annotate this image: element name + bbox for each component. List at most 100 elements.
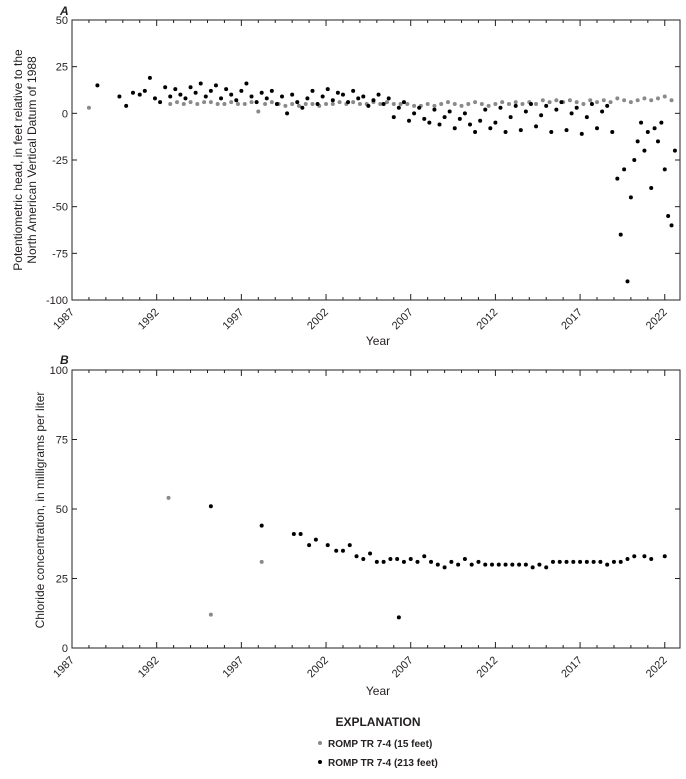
panel-a-point (655, 139, 660, 144)
panel-a-point (181, 102, 186, 106)
panel-b-point (469, 562, 474, 567)
panel-a-point (422, 116, 427, 121)
panel-a-point (437, 122, 442, 127)
panel-a-series-1 (95, 75, 677, 284)
panel-b-point (429, 559, 434, 564)
panel-a-x-tick-label: 2002 (305, 306, 331, 332)
panel-b-plot-area (166, 495, 667, 620)
panel-b-x-tick-label: 2007 (390, 654, 416, 680)
panel-a-point (488, 126, 493, 131)
panel-a-point (427, 120, 432, 125)
panel-b-series-1 (208, 504, 667, 620)
panel-a-point (498, 105, 503, 110)
legend-marker-15ft (318, 741, 322, 745)
panel-a-point (142, 88, 147, 93)
panel-a-point (669, 223, 674, 228)
panel-a-x-tick-label: 1987 (51, 306, 77, 332)
panel-a-point (615, 176, 620, 181)
panel-a-point (263, 102, 268, 106)
panel-a-point (622, 98, 627, 103)
panel-b-point (537, 562, 542, 567)
panel-a-point (564, 128, 569, 133)
panel-a-point (357, 102, 362, 106)
panel-b-y-tick-label: 75 (56, 435, 68, 447)
panel-a-point (296, 103, 301, 108)
panel-a-point (351, 100, 356, 105)
panel-a-point (86, 105, 91, 110)
panel-a-point (320, 94, 325, 99)
panel-a-point (622, 167, 627, 172)
panel-a-point (635, 139, 640, 144)
panel-b-point (517, 562, 522, 567)
panel-a-point (249, 94, 254, 99)
panel-a-point (506, 102, 511, 106)
panel-a-point (147, 75, 152, 80)
panel-a-point (300, 105, 305, 110)
panel-a-point (574, 105, 579, 110)
panel-a-point (615, 96, 620, 101)
panel-b-y-axis-label: Chloride concentration, in milligrams pe… (33, 392, 47, 629)
panel-a-point (198, 81, 203, 86)
panel-b-point (550, 559, 555, 564)
panel-a-y-tick-label: 50 (56, 15, 68, 27)
panel-a-point (666, 214, 671, 218)
panel-a-point (581, 102, 586, 106)
panel-b-x-tick-label: 2012 (475, 654, 501, 680)
panel-a-point (457, 116, 462, 121)
panel-a-point (601, 98, 606, 103)
panel-a-point (655, 96, 660, 101)
panel-a-y-tick-label: 0 (62, 108, 68, 120)
panel-a-point (452, 102, 457, 106)
panel-b-point (307, 543, 312, 548)
panel-a-point (628, 100, 633, 105)
panel-b-point (496, 562, 501, 567)
panel-a-point (295, 100, 300, 105)
panel-b-point (510, 562, 515, 567)
panel-b-point (462, 557, 467, 562)
panel-a-point (412, 103, 417, 108)
panel-b-point (449, 559, 454, 564)
panel-a-point (385, 100, 390, 105)
panel-b-x-tick-label: 1987 (51, 654, 77, 680)
panel-a-point (168, 102, 173, 106)
panel-a-point (215, 102, 220, 106)
panel-a-point (269, 88, 274, 93)
panel-b-frame (71, 369, 681, 649)
panel-a-point (588, 98, 593, 103)
panel-a-y-tick-label: -100 (46, 295, 68, 307)
panel-b-point (544, 565, 549, 570)
panel-b-label: B (60, 353, 69, 367)
panel-a-point (442, 115, 447, 120)
panel-a-point (493, 102, 498, 106)
panel-a-point (229, 100, 234, 105)
panel-a-point (330, 102, 335, 106)
panel-a-point (280, 94, 285, 99)
panel-b-point (642, 554, 647, 559)
panel-a-point (459, 103, 464, 108)
panel-b-point (605, 562, 610, 567)
panel-a-point (642, 96, 647, 101)
panel-b-point (208, 612, 213, 617)
panel-a-point (479, 102, 484, 106)
panel-a-point (283, 103, 288, 108)
panel-a-point (386, 96, 391, 101)
panel-a-y-tick-label: -25 (52, 155, 68, 167)
panel-a-point (528, 102, 533, 106)
panel-a-x-tick-label: 2022 (644, 306, 670, 332)
panel-b-point (503, 562, 508, 567)
panel-a-point (337, 100, 342, 105)
panel-a-x-axis: 1987 1992 1997 2002 2007 2012 2017 2022 (51, 20, 670, 332)
panel-b-y-tick-label: 0 (62, 643, 68, 655)
panel-a-point (173, 87, 178, 92)
panel-a-point (234, 98, 239, 103)
legend-marker-213ft (318, 760, 322, 764)
panel-b-point (415, 559, 420, 564)
panel-a-point (396, 105, 401, 110)
panel-a-point (202, 100, 207, 105)
panel-a-point (310, 88, 315, 93)
panel-a-point (391, 115, 396, 120)
legend-label-15ft: ROMP TR 7-4 (15 feet) (328, 739, 432, 750)
legend-label-213ft: ROMP TR 7-4 (213 feet) (328, 758, 438, 769)
panel-a-point (124, 103, 129, 108)
panel-a-point (376, 92, 381, 97)
